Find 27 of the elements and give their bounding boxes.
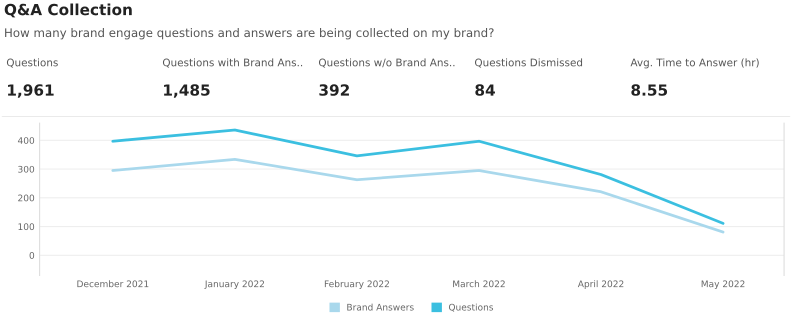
y-tick-label: 300: [18, 166, 34, 173]
text: 1,485: [164, 84, 210, 98]
x-tick-label: January 2022: [204, 280, 264, 289]
x-tick-label: April 2022: [578, 280, 624, 289]
text: Questions: [6, 58, 58, 68]
text: Questions with Brand Ans..: [162, 58, 302, 68]
text: 84: [475, 84, 495, 96]
text: 8.55: [631, 84, 668, 96]
text: Questions w/o Brand Ans..: [318, 58, 454, 68]
x-tick-label: February 2022: [324, 280, 389, 289]
text: Questions Dismissed: [474, 58, 582, 68]
x-tick-label: March 2022: [453, 280, 505, 288]
legend-label: Questions: [448, 304, 494, 312]
text: How many brand engage questions and answers are being collected on my brand?: [5, 28, 494, 40]
y-tick-label: 0: [30, 252, 34, 259]
y-tick-label: 100: [18, 223, 34, 230]
line-series: [111, 128, 724, 225]
text: Avg. Time to Answer (hr): [630, 58, 759, 68]
text: 392: [319, 84, 349, 96]
x-tick-label: May 2022: [702, 280, 744, 289]
text: 1,961: [8, 84, 54, 98]
text: Q&A Collection: [4, 4, 132, 18]
line-series: [111, 158, 724, 234]
legend-label: Brand Answers: [347, 304, 414, 311]
y-tick-label: 400: [18, 137, 34, 144]
y-tick-label: 200: [18, 194, 34, 202]
x-tick-label: December 2021: [77, 280, 148, 288]
